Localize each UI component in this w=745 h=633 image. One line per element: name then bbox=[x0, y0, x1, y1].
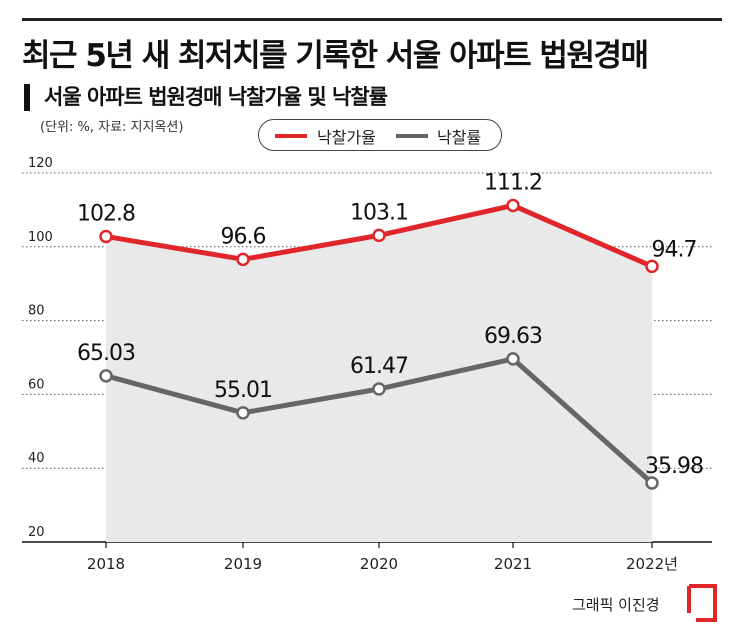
data-label: 103.1 bbox=[350, 200, 408, 225]
chart-title: 서울 아파트 법원경매 낙찰가율 및 낙찰률 bbox=[44, 85, 388, 109]
y-tick-label: 20 bbox=[28, 525, 45, 540]
data-point bbox=[372, 228, 386, 243]
y-tick-label: 120 bbox=[28, 156, 53, 171]
y-axis-ticks: 120 100 80 60 40 20 bbox=[28, 156, 53, 540]
x-tick-label: 2019 bbox=[224, 555, 262, 573]
data-label: 102.8 bbox=[77, 201, 135, 226]
data-label: 55.01 bbox=[214, 378, 272, 403]
y-tick-label: 60 bbox=[28, 377, 45, 392]
data-point bbox=[99, 369, 113, 383]
legend-swatch-1 bbox=[275, 134, 307, 138]
publisher-logo-icon bbox=[687, 584, 717, 622]
data-point bbox=[236, 252, 250, 267]
data-point bbox=[236, 406, 250, 420]
legend-swatch-2 bbox=[396, 134, 428, 138]
data-point bbox=[506, 352, 520, 366]
legend-label-1: 낙찰가율 bbox=[317, 128, 376, 147]
data-point bbox=[645, 476, 659, 490]
x-tick-label: 2020 bbox=[360, 555, 398, 573]
legend-label-2: 낙찰률 bbox=[437, 128, 482, 147]
data-label: 61.47 bbox=[350, 354, 408, 379]
y-tick-label: 100 bbox=[28, 230, 53, 245]
legend: 낙찰가율 낙찰률 bbox=[258, 119, 502, 151]
unit-note: (단위: %, 자료: 지지옥션) bbox=[40, 120, 184, 135]
y-tick-label: 40 bbox=[28, 451, 45, 466]
top-rule bbox=[22, 18, 722, 21]
data-label: 65.03 bbox=[77, 341, 135, 366]
x-axis-ticks: 2018 2019 2020 2021 2022년 bbox=[87, 542, 678, 573]
point-layer bbox=[99, 198, 659, 490]
data-label: 111.2 bbox=[484, 170, 542, 195]
y-tick-label: 80 bbox=[28, 304, 45, 319]
data-point bbox=[645, 259, 659, 274]
data-label: 96.6 bbox=[221, 224, 266, 249]
data-label: 69.63 bbox=[484, 324, 542, 349]
x-tick-label: 2022년 bbox=[626, 555, 678, 573]
subtitle-bar bbox=[24, 84, 30, 111]
headline: 최근 5년 새 최저치를 기록한 서울 아파트 법원경매 bbox=[22, 38, 649, 74]
x-tick-label: 2018 bbox=[87, 555, 125, 573]
shaded-area bbox=[106, 205, 652, 543]
data-labels: 102.8 96.6 103.1 111.2 94.7 65.03 55.01 61.47 69… bbox=[77, 170, 704, 479]
credit: 그래픽 이진경 bbox=[572, 596, 660, 614]
data-point bbox=[506, 198, 520, 213]
data-label: 94.7 bbox=[652, 237, 697, 262]
x-tick-label: 2021 bbox=[494, 555, 532, 573]
data-point bbox=[372, 382, 386, 396]
area-layer bbox=[106, 205, 652, 543]
data-label: 35.98 bbox=[645, 454, 703, 479]
data-point bbox=[99, 229, 113, 244]
